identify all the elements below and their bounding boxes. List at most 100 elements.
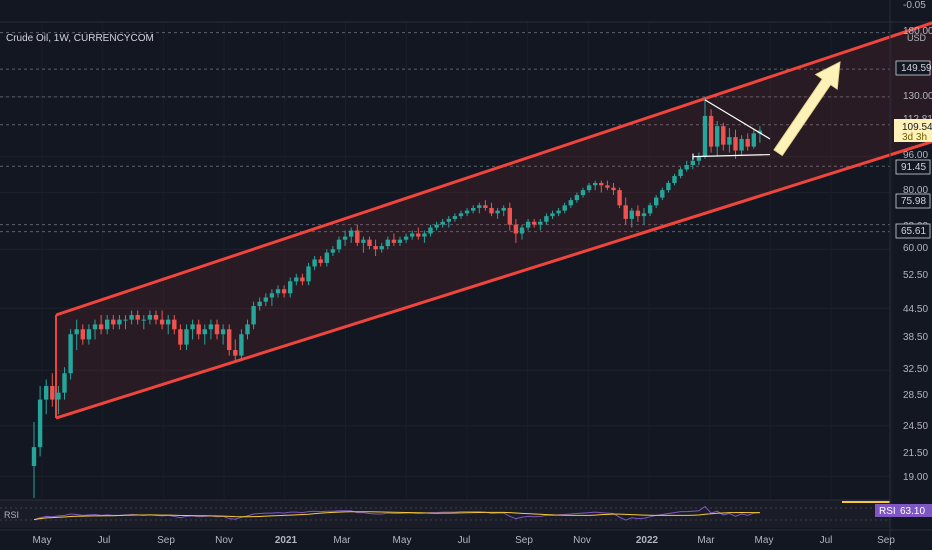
candle-body	[525, 221, 531, 228]
candle-body	[196, 324, 201, 335]
candle-body	[580, 190, 586, 196]
candle-body	[135, 315, 140, 320]
candle-body	[452, 216, 458, 219]
candle-body	[349, 230, 354, 237]
time-tick-label: Jul	[98, 535, 111, 546]
candle-body	[397, 239, 403, 243]
price-level-value: 75.98	[901, 196, 926, 207]
candle-body	[568, 200, 573, 206]
candle-body	[190, 324, 195, 330]
candle-body	[507, 207, 512, 225]
candle-body	[751, 133, 756, 147]
candle-body	[562, 205, 567, 211]
candle-body	[678, 169, 683, 177]
price-tick-label: -0.05	[903, 0, 926, 11]
candle-body	[233, 350, 238, 356]
candle-body	[123, 319, 128, 321]
candle-body	[483, 205, 488, 208]
candle-body	[422, 233, 427, 237]
time-tick-label: Jul	[458, 535, 471, 546]
grid-lines	[0, 21, 932, 530]
candle-body	[68, 334, 73, 374]
candle-body	[471, 207, 476, 211]
triangle-lower-line	[692, 153, 771, 158]
candle-body	[80, 329, 85, 340]
time-tick-label: Mar	[333, 535, 351, 546]
candle-body	[312, 259, 317, 267]
time-tick-label: Nov	[215, 535, 233, 546]
price-tick-label: 32.50	[903, 364, 928, 375]
candle-body	[440, 221, 445, 225]
price-tick-label: 21.50	[903, 448, 928, 459]
candle-body	[74, 329, 79, 335]
price-tick-label: 60.00	[903, 243, 928, 254]
candle-body	[721, 126, 726, 145]
price-tick-label: 44.50	[903, 304, 928, 315]
candle-body	[672, 176, 677, 183]
time-axis[interactable]: May Jul Sep Nov 2021 Mar May Jul Sep Nov 2022 Mar Ma…	[0, 529, 932, 546]
price-level-value: 91.45	[901, 162, 926, 173]
price-tick-label: 28.50	[903, 390, 928, 401]
candle-body	[86, 329, 92, 340]
candle-body	[495, 210, 500, 214]
symbol-title[interactable]: Crude Oil, 1W, CURRENCYCOM	[6, 33, 154, 44]
candle-body	[416, 233, 421, 237]
candle-body	[202, 329, 207, 335]
time-tick-label: Mar	[697, 535, 715, 546]
rsi-indicator-label[interactable]: RSI	[4, 510, 20, 520]
time-tick-label: Jul	[820, 535, 833, 546]
candle-body	[147, 315, 153, 320]
time-tick-label: Sep	[157, 535, 175, 546]
candle-body	[574, 195, 580, 201]
candle-body	[489, 207, 494, 214]
candle-body	[696, 156, 702, 161]
price-tick-label: 180.00	[903, 26, 932, 37]
price-level-tag	[895, 223, 931, 239]
candle-body	[446, 218, 451, 222]
candle-body	[50, 385, 55, 400]
rsi-background	[0, 500, 890, 528]
candle-body	[227, 329, 232, 351]
horizontal-levels	[0, 32, 890, 233]
candle-body	[684, 165, 689, 170]
price-level-tag	[895, 159, 931, 175]
candle-body	[263, 297, 268, 302]
price-axis[interactable]: -0.05180.00130.00112.8196.0080.0068.0060…	[875, 0, 932, 550]
candle-body	[257, 301, 262, 307]
candle-body	[300, 277, 305, 282]
candle-body	[98, 324, 104, 330]
candle-body	[611, 187, 616, 191]
candle-body	[379, 246, 384, 250]
drawing-annotations[interactable]	[692, 61, 841, 160]
candle-body	[391, 239, 397, 243]
candle-body	[428, 227, 433, 234]
candle-body	[281, 289, 287, 294]
candle-body	[208, 324, 214, 330]
candle-body	[690, 160, 695, 166]
candle-body	[532, 221, 537, 225]
candle-body	[745, 138, 750, 147]
candle-body	[513, 224, 519, 234]
time-tick-label: Sep	[877, 535, 895, 546]
rsi-pane	[0, 499, 890, 528]
rsi-ma-line	[33, 511, 760, 521]
candle-body	[306, 266, 311, 282]
rsi-tag-label: RSI	[879, 506, 896, 517]
price-tick-label: 52.50	[903, 270, 928, 281]
candle-body	[733, 137, 738, 151]
candle-body	[617, 190, 622, 206]
time-tick-label: May	[393, 535, 412, 546]
time-tick-label: 2022	[636, 535, 659, 546]
candle-body	[275, 289, 281, 294]
candle-body	[56, 392, 61, 400]
candle-body	[294, 277, 299, 282]
triangle-upper-line	[704, 99, 771, 140]
candle-body	[367, 239, 372, 247]
candle-body	[92, 324, 98, 330]
price-tick-label: 24.50	[903, 421, 928, 432]
rsi-value: 63.10	[900, 506, 925, 517]
candle-body	[538, 221, 543, 225]
candle-body	[373, 246, 378, 250]
